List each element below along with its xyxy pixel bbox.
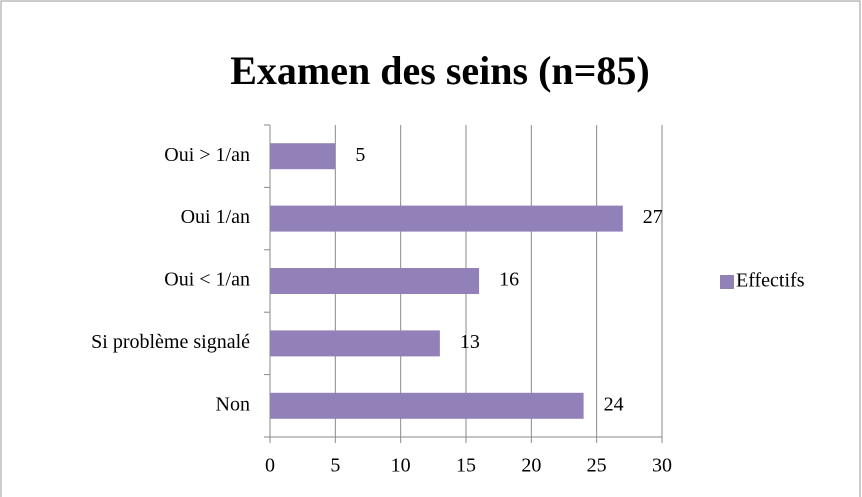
bar [270,205,623,232]
legend-swatch [720,275,734,289]
y-tick-label: Oui 1/an [181,206,250,228]
data-label: 27 [643,206,663,228]
y-tick-label: Si problème signalé [91,331,250,353]
chart-title: Examen des seins (n=85) [230,48,650,93]
y-tick-label: Oui < 1/an [164,269,250,291]
legend-label: Effectifs [736,270,805,292]
data-label: 13 [460,331,480,353]
x-tick-label: 25 [587,455,607,477]
bar [270,268,480,294]
y-tick-label: Oui > 1/an [164,144,250,166]
data-label: 16 [499,269,519,291]
x-tick-label: 30 [652,455,672,477]
x-tick-label: 0 [265,455,275,477]
y-tick-label: Non [216,393,250,415]
bar [270,330,440,357]
data-label: 24 [604,393,624,415]
x-tick-label: 10 [391,455,411,477]
bar [270,392,584,419]
bar [270,143,336,170]
data-label: 5 [355,144,365,166]
x-tick-label: 5 [330,455,340,477]
x-tick-label: 15 [456,455,476,477]
x-tick-label: 20 [521,455,541,477]
